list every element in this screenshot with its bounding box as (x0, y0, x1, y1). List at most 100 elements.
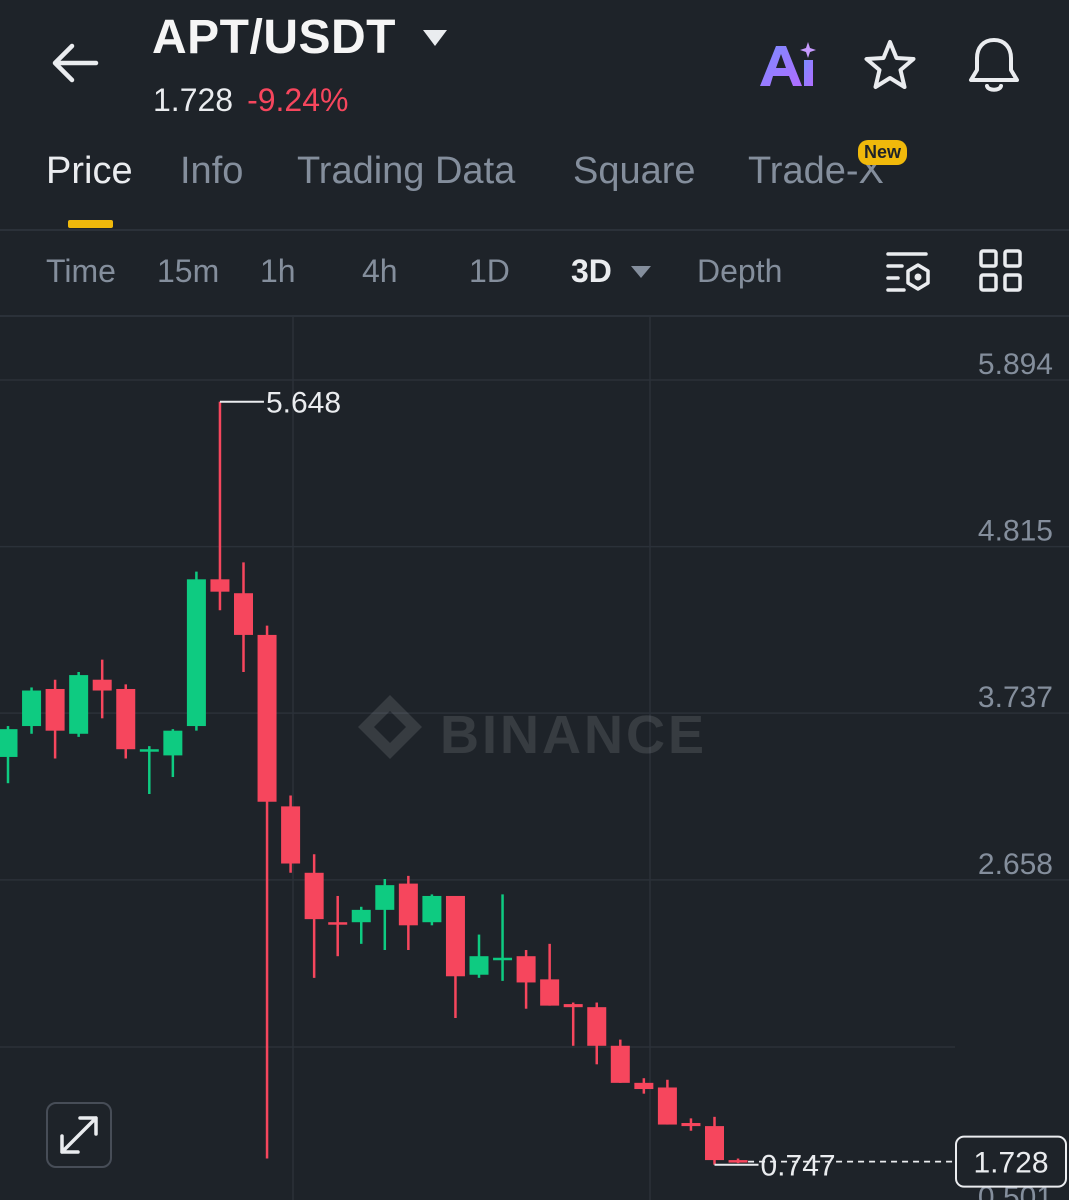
candle[interactable] (398, 875, 418, 951)
price-summary: 1.728 -9.24% (153, 82, 348, 119)
candle[interactable] (139, 746, 159, 795)
interval-1d[interactable]: 1D (469, 253, 510, 289)
candle[interactable] (328, 895, 348, 957)
candle-body (493, 957, 513, 961)
candle-body (45, 688, 65, 731)
candle[interactable] (186, 571, 206, 731)
candle[interactable] (587, 1002, 607, 1065)
candle[interactable] (610, 1039, 630, 1083)
candle-body (657, 1087, 677, 1125)
candle[interactable] (634, 1078, 654, 1094)
interval-time[interactable]: Time (46, 253, 116, 289)
candle-body (728, 1160, 748, 1163)
tab-trading-data[interactable]: Trading Data (297, 150, 516, 192)
candle[interactable] (681, 1118, 701, 1131)
candle-body (705, 1126, 724, 1161)
candle[interactable] (116, 684, 136, 759)
candle[interactable] (69, 671, 89, 737)
candle-body (610, 1045, 630, 1083)
candle-body (375, 885, 395, 910)
current-price-label: 1.728 (973, 1147, 1048, 1180)
candle-body (139, 749, 159, 752)
watermark-text: BINANCE (440, 705, 707, 765)
candle-body (234, 593, 253, 635)
candle-body (681, 1123, 701, 1127)
candle-body (587, 1007, 607, 1046)
candle[interactable] (540, 943, 560, 1006)
candle[interactable] (422, 894, 442, 926)
divider (0, 229, 1069, 231)
tab-square[interactable]: Square (573, 150, 696, 192)
interval-3d[interactable]: 3D (571, 253, 612, 289)
candle[interactable] (281, 795, 301, 873)
divider (0, 315, 1069, 317)
bell-alert-icon[interactable] (966, 36, 1022, 94)
y-tick-label: 4.815 (978, 515, 1053, 548)
candle-body (445, 895, 465, 977)
candle-body (186, 579, 206, 727)
interval-depth[interactable]: Depth (697, 253, 783, 289)
candle-body (328, 922, 348, 925)
pair-title[interactable]: APT/USDT (152, 11, 396, 64)
candle[interactable] (563, 1002, 583, 1046)
candle-body (281, 806, 301, 864)
low-price-label: 0.747 (761, 1150, 836, 1183)
candle-body (0, 729, 18, 757)
candle[interactable] (22, 687, 42, 734)
expand-fullscreen-icon[interactable] (46, 1102, 112, 1168)
interval-4h[interactable]: 4h (362, 253, 398, 289)
candle[interactable] (728, 1158, 748, 1164)
candle-body (22, 690, 42, 727)
tab-price[interactable]: Price (46, 150, 133, 192)
candle[interactable] (351, 906, 371, 944)
candle[interactable] (445, 895, 465, 1018)
y-tick-label: 5.894 (978, 348, 1053, 381)
candle[interactable] (469, 934, 489, 978)
candle[interactable] (516, 950, 536, 1009)
candle-body (398, 883, 418, 926)
back-arrow-icon[interactable] (48, 36, 102, 90)
candle-body (257, 634, 277, 802)
interval-1h[interactable]: 1h (260, 253, 296, 289)
ai-assistant-icon[interactable] (758, 38, 818, 92)
tab-info[interactable]: Info (180, 150, 244, 192)
candle[interactable] (657, 1079, 677, 1125)
active-tab-indicator (68, 220, 113, 228)
candle-body (351, 909, 371, 923)
star-favorite-icon[interactable] (862, 38, 918, 94)
candle[interactable] (210, 401, 230, 611)
candle[interactable] (234, 562, 253, 672)
candle-body (634, 1082, 654, 1090)
candle-body (69, 675, 89, 734)
interval-15m[interactable]: 15m (157, 253, 220, 289)
candle[interactable] (0, 726, 18, 784)
candle-body (116, 688, 136, 750)
y-tick-label: 2.658 (978, 848, 1053, 881)
candle[interactable] (163, 729, 183, 778)
candle-body (469, 956, 489, 975)
price-change-pct: -9.24% (247, 82, 349, 118)
candle[interactable] (304, 854, 324, 978)
candle[interactable] (705, 1116, 724, 1165)
indicator-settings-icon[interactable] (884, 248, 934, 294)
candle[interactable] (92, 659, 112, 719)
layout-grid-icon[interactable] (978, 248, 1024, 294)
chevron-down-icon[interactable] (422, 28, 448, 48)
candle-body (563, 1004, 583, 1008)
new-badge: New (858, 140, 908, 165)
last-price: 1.728 (153, 82, 234, 118)
candle-body (210, 579, 230, 592)
candle-body (422, 895, 442, 923)
candle-body (540, 979, 560, 1006)
candle-body (516, 956, 536, 983)
chevron-down-icon[interactable] (630, 265, 652, 279)
candle[interactable] (45, 679, 65, 759)
high-price-label: 5.648 (266, 387, 341, 420)
y-tick-label: 3.737 (978, 681, 1053, 714)
current-price-box (955, 1135, 1067, 1188)
candle[interactable] (493, 894, 513, 981)
candle[interactable] (257, 625, 277, 1159)
candle[interactable] (375, 878, 395, 951)
binance-watermark: BINANCE (358, 695, 707, 765)
